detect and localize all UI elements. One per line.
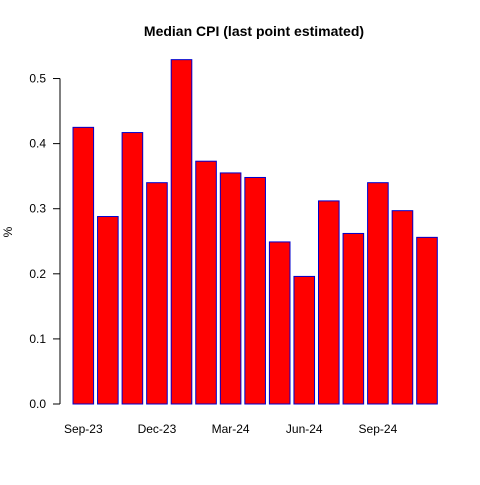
bar-Nov-23 (121, 132, 144, 405)
x-tick-label: Dec-23 (138, 422, 177, 436)
y-tick-label: 0.2 (29, 267, 46, 281)
bar-May-24 (268, 241, 291, 405)
bar-Jul-24 (318, 200, 340, 405)
chart-title: Median CPI (last point estimated) (144, 23, 364, 39)
bar-Jan-24 (170, 59, 193, 405)
bar-Jun-24 (293, 275, 316, 405)
y-axis: 0.0 0.1 0.2 0.3 0.4 0.5 (29, 72, 61, 411)
bar-Feb-24 (195, 160, 217, 405)
y-tick-label: 0.3 (29, 202, 46, 216)
bar-Mar-24 (219, 172, 242, 405)
bar-Sep-23 (72, 126, 95, 405)
x-tick-label: Sep-24 (359, 422, 398, 436)
x-tick-label: Sep-23 (64, 422, 103, 436)
y-axis-label: % (1, 226, 15, 237)
bar-Nov-24 (416, 236, 438, 405)
bar-Sep-24 (367, 182, 389, 405)
y-tick-label: 0.0 (29, 397, 46, 411)
bar-Dec-23 (146, 182, 168, 405)
bar-Oct-24 (391, 210, 414, 405)
y-tick-label: 0.5 (29, 72, 46, 86)
y-tick-label: 0.4 (29, 137, 46, 151)
bar-Oct-23 (97, 216, 119, 405)
x-tick-label: Mar-24 (212, 422, 250, 436)
y-tick-label: 0.1 (29, 332, 46, 346)
bar-Aug-24 (342, 232, 365, 405)
x-axis: Sep-23 Dec-23 Mar-24 Jun-24 Sep-24 (64, 422, 398, 436)
bars-layer (72, 59, 438, 405)
bar-Apr-24 (244, 176, 266, 405)
x-tick-label: Jun-24 (286, 422, 323, 436)
